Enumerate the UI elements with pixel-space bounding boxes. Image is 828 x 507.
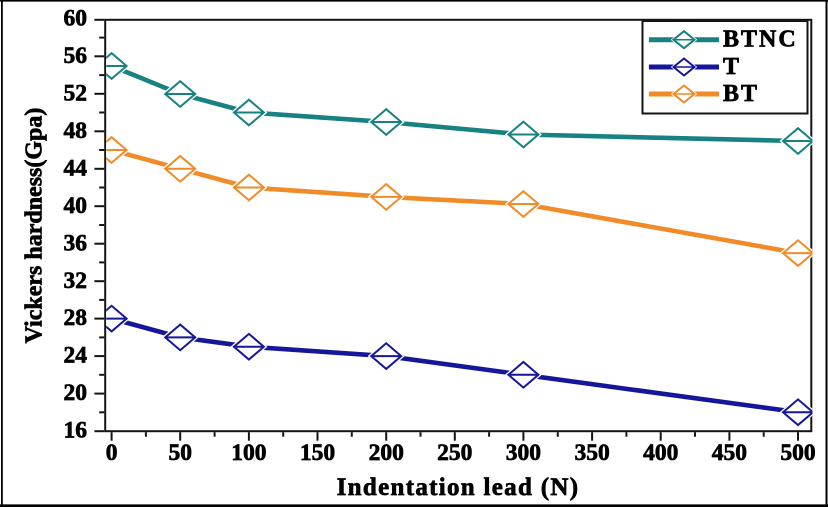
svg-text:450: 450: [712, 440, 747, 466]
svg-text:48: 48: [64, 118, 88, 144]
svg-text:Vickers hardness(Gpa): Vickers hardness(Gpa): [22, 108, 48, 344]
svg-text:150: 150: [300, 440, 335, 466]
svg-text:24: 24: [64, 343, 88, 369]
svg-text:40: 40: [64, 193, 88, 219]
svg-text:60: 60: [64, 6, 88, 32]
svg-text:50: 50: [168, 440, 192, 466]
svg-text:28: 28: [64, 305, 88, 331]
svg-text:52: 52: [64, 80, 88, 106]
svg-text:250: 250: [437, 440, 472, 466]
svg-text:BT: BT: [723, 81, 759, 107]
svg-text:44: 44: [64, 155, 88, 181]
svg-text:0: 0: [106, 440, 118, 466]
svg-text:400: 400: [643, 440, 678, 466]
svg-text:16: 16: [64, 418, 88, 444]
svg-text:20: 20: [64, 380, 88, 406]
svg-text:100: 100: [231, 440, 266, 466]
svg-text:200: 200: [369, 440, 404, 466]
svg-text:56: 56: [64, 43, 88, 69]
svg-text:BTNC: BTNC: [723, 27, 798, 53]
svg-text:T: T: [723, 54, 741, 80]
svg-text:Indentation lead (N): Indentation lead (N): [337, 474, 580, 501]
svg-text:36: 36: [64, 230, 88, 256]
svg-text:500: 500: [780, 440, 815, 466]
svg-text:300: 300: [506, 440, 541, 466]
svg-text:350: 350: [574, 440, 609, 466]
svg-text:32: 32: [64, 268, 88, 294]
